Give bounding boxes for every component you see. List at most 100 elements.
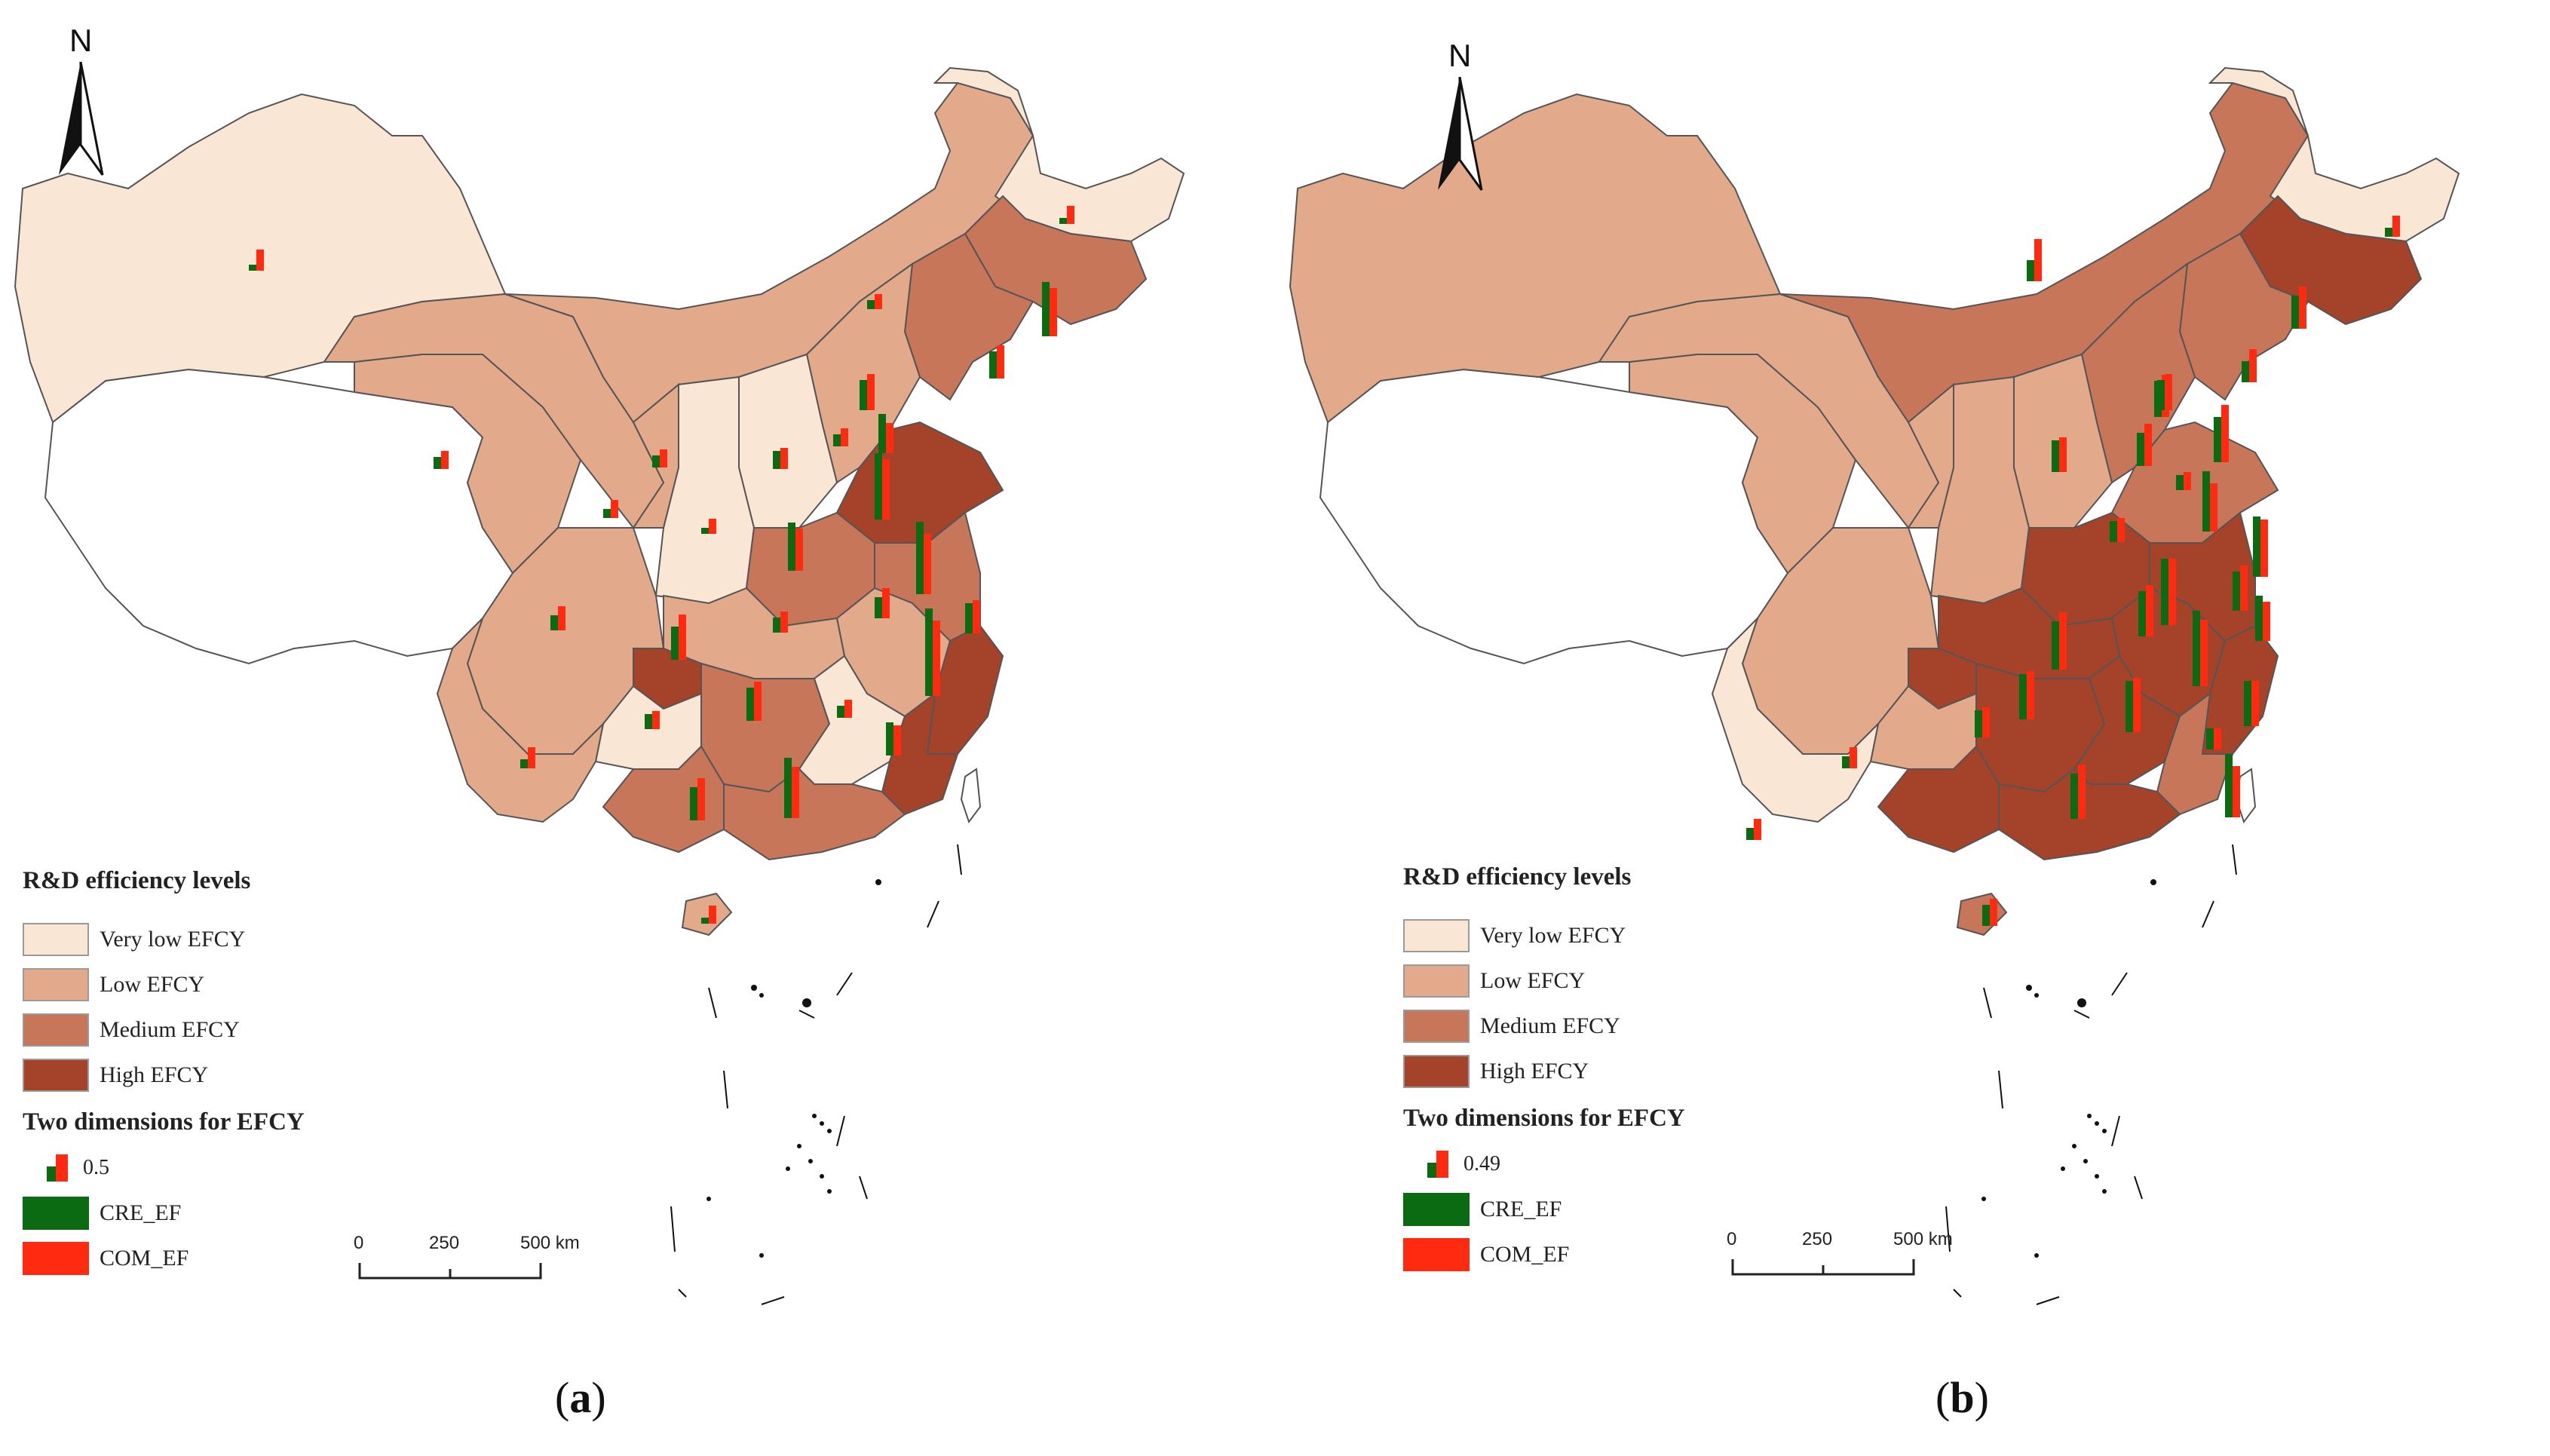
region-yunnan xyxy=(1711,618,1880,823)
com-ef-bar xyxy=(997,345,1004,379)
region-yunnan xyxy=(436,618,605,823)
cre-ef-bar xyxy=(550,615,558,630)
com-ef-bar xyxy=(973,600,980,633)
swatch xyxy=(1403,919,1470,952)
com-ef-bar xyxy=(2392,216,2400,237)
size-reference-value: 0.5 xyxy=(83,1156,109,1179)
com-ef-bar xyxy=(2240,566,2248,611)
cre-ef-bar xyxy=(2138,591,2146,636)
north-arrow-icon xyxy=(1438,77,1483,191)
cre-ef-bar xyxy=(652,455,660,467)
legend-label: CRE_EF xyxy=(100,1200,182,1225)
swatch xyxy=(23,1059,89,1092)
cre-ef-bar xyxy=(2027,260,2034,281)
com-ef-bar xyxy=(792,767,799,818)
com-ef-bar xyxy=(2221,405,2229,462)
legend-label: Low EFCY xyxy=(1480,968,1586,993)
china-map-b xyxy=(1289,66,2460,1305)
cre-ef-bar xyxy=(2291,296,2299,329)
cre-ef-bar xyxy=(2052,440,2059,467)
com-ef-bar xyxy=(441,451,449,469)
region-xinjiang xyxy=(1289,93,1782,424)
cre-ef-bar xyxy=(2253,516,2260,577)
com-ef-bar xyxy=(2168,559,2176,625)
cre-ef-bar xyxy=(965,603,973,633)
legend-item-com-ef: COM_EF xyxy=(23,1240,188,1277)
cre-ef-bar xyxy=(2157,380,2165,410)
swatch xyxy=(1403,964,1470,998)
cre-ef-bar xyxy=(603,509,611,518)
cre-ef-bar xyxy=(2161,559,2168,625)
cre-ef-bar xyxy=(520,759,528,768)
com-ef-bar xyxy=(558,606,565,630)
legend-item-cre-ef: CRE_EF xyxy=(23,1195,181,1231)
swatch xyxy=(23,1013,89,1047)
legend-label: Very low EFCY xyxy=(1480,923,1626,948)
cre-ef-bar xyxy=(2137,433,2144,466)
swatch xyxy=(1403,1238,1470,1271)
size-reference-icon xyxy=(47,1154,68,1182)
com-ef-bar xyxy=(660,449,667,467)
com-ef-bar xyxy=(844,700,852,718)
cre-ef-bar xyxy=(2233,572,2240,611)
region-guangdong xyxy=(1998,768,2181,861)
com-ef-bar xyxy=(2078,765,2086,819)
cre-ef-bar xyxy=(2202,471,2210,532)
cre-ef-bar xyxy=(2193,611,2200,686)
com-ef-bar xyxy=(780,612,788,633)
com-ef-bar xyxy=(2146,585,2153,636)
cre-ef-bar xyxy=(2214,417,2221,462)
cre-ef-bar xyxy=(2110,521,2117,542)
legend-item-cre-ef: CRE_EF xyxy=(1403,1191,1562,1228)
com-ef-bar xyxy=(867,374,875,410)
region-heilongjiang xyxy=(2208,66,2460,243)
com-ef-bar xyxy=(2117,518,2125,542)
com-ef-bar xyxy=(2263,602,2270,641)
scale-bar: 0 250 500 km xyxy=(1727,1229,1953,1282)
cre-ef-bar xyxy=(2052,621,2059,670)
com-ef-bar xyxy=(754,682,762,721)
cre-ef-bar xyxy=(690,787,697,820)
cre-ef-bar xyxy=(1982,905,1990,926)
swatch xyxy=(1403,1010,1470,1043)
caption-letter: b xyxy=(1950,1373,1975,1422)
scale-bar-line xyxy=(1731,1259,1915,1276)
com-ef-bar xyxy=(2027,671,2034,719)
legend-title: R&D efficiency levels xyxy=(23,867,251,894)
size-reference-value: 0.49 xyxy=(1463,1152,1500,1176)
legend-label: COM_EF xyxy=(100,1246,189,1271)
cre-ef-bar xyxy=(1042,282,1050,336)
com-ef-bar xyxy=(875,294,882,309)
com-ef-bar xyxy=(2260,520,2268,577)
map-panel-a: N R&D efficiency levels Very low EFCY Lo… xyxy=(14,23,1185,1422)
region-tibet xyxy=(44,368,514,665)
efcy-bars xyxy=(249,206,1074,924)
com-ef-bar xyxy=(2214,728,2221,749)
cre-ef-bar xyxy=(2242,361,2249,382)
legend-label: Medium EFCY xyxy=(1480,1013,1620,1038)
legend-item-very-low: Very low EFCY xyxy=(23,921,245,958)
swatch xyxy=(23,1242,89,1275)
com-ef-bar xyxy=(2059,451,2067,472)
cre-ef-bar xyxy=(1746,828,1754,840)
china-map-a xyxy=(14,66,1185,1305)
cre-ef-bar xyxy=(2052,457,2059,472)
cre-ef-bar xyxy=(784,758,792,818)
cre-ef-bar xyxy=(2126,681,2133,732)
com-ef-bar xyxy=(679,615,686,660)
legend-label: High EFCY xyxy=(1480,1059,1589,1084)
scale-tick-250: 250 xyxy=(1802,1229,1833,1249)
region-jiangxi xyxy=(798,654,906,785)
legend-item-medium: Medium EFCY xyxy=(23,1012,240,1048)
com-ef-bar xyxy=(886,423,893,453)
com-ef-bar xyxy=(882,588,890,618)
cre-ef-bar xyxy=(1975,710,1982,737)
cre-ef-bar xyxy=(2255,596,2263,641)
com-ef-bar xyxy=(1067,206,1074,224)
legend-label: Very low EFCY xyxy=(100,927,246,952)
com-ef-bar xyxy=(795,529,803,571)
efcy-bars xyxy=(1746,216,2400,926)
com-ef-bar xyxy=(1982,707,1990,737)
legend-title: R&D efficiency levels xyxy=(1403,863,1632,890)
legend-label: CRE_EF xyxy=(1480,1197,1562,1222)
